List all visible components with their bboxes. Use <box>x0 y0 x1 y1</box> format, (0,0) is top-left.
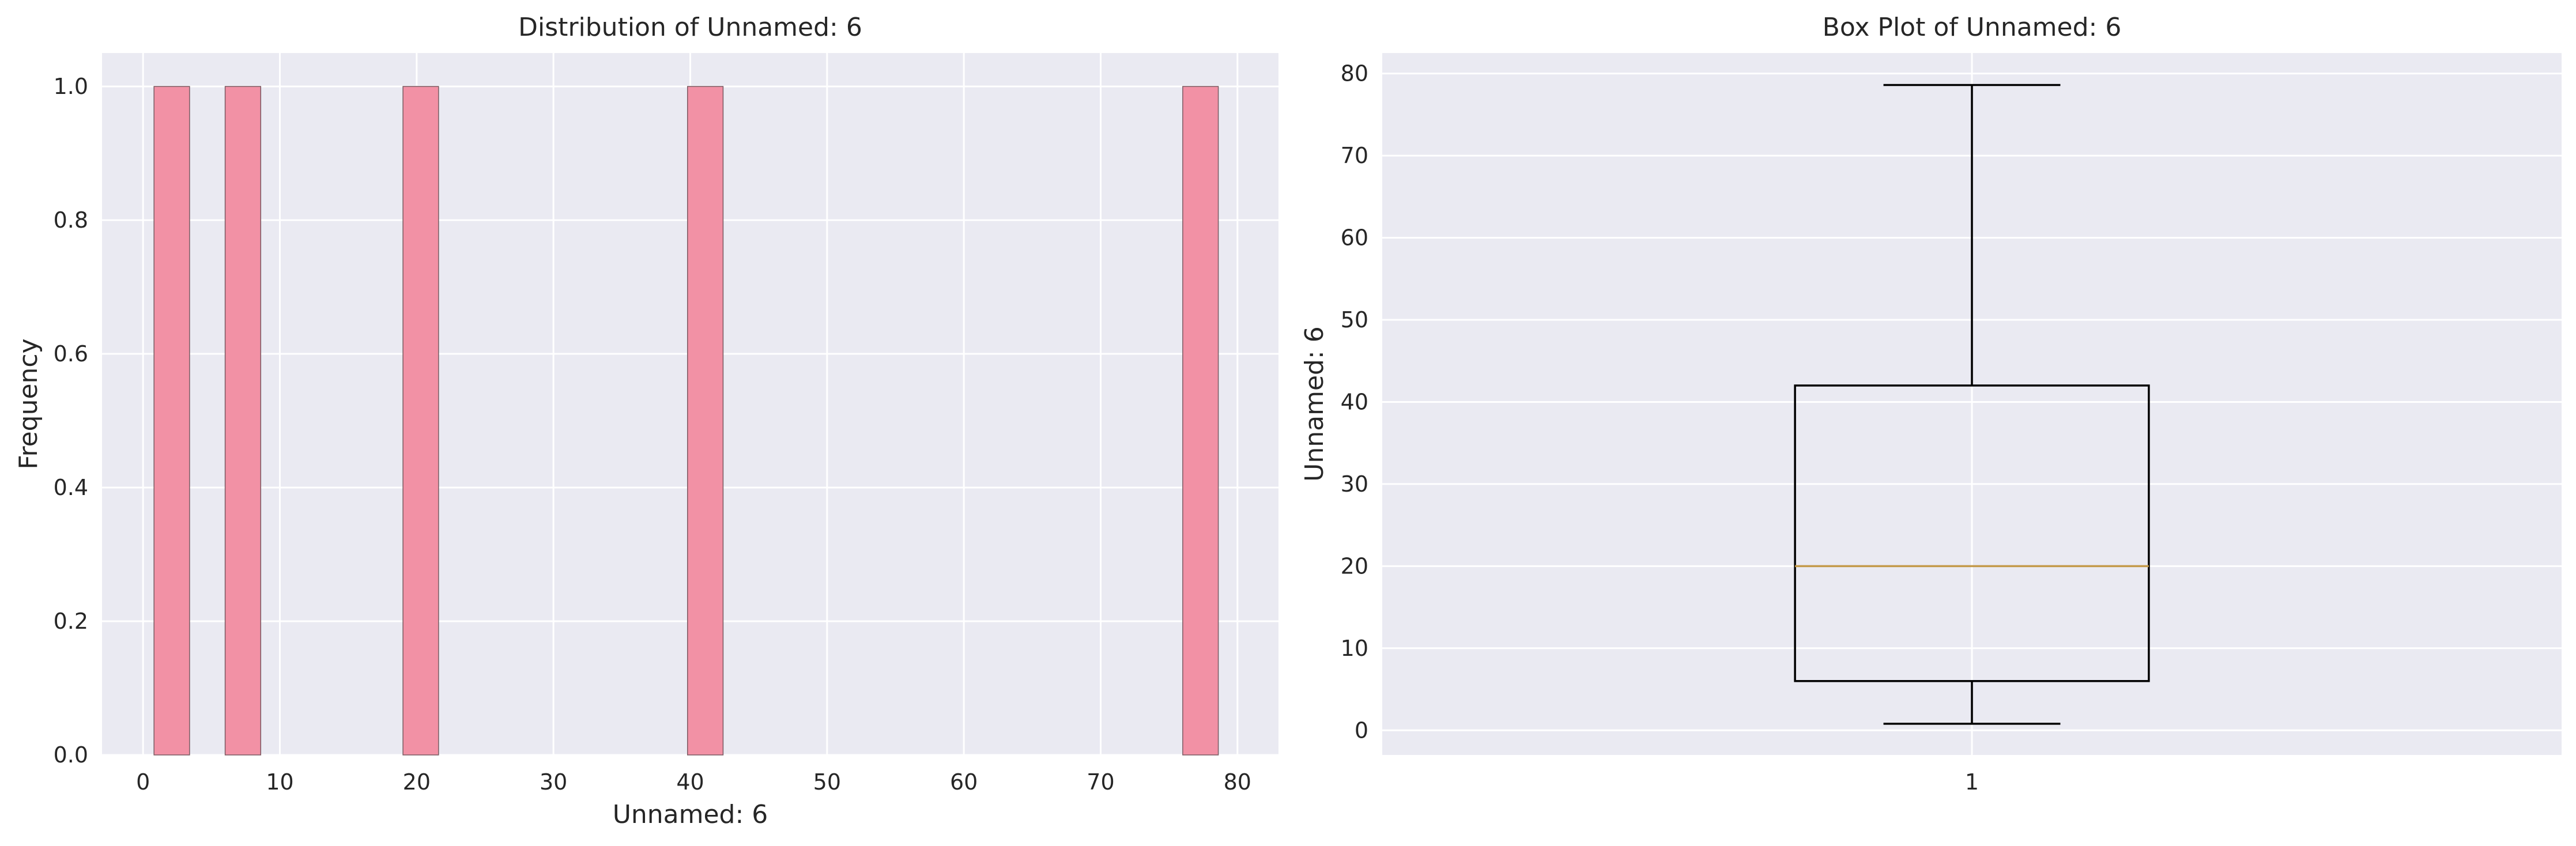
box-plot-y-tick-label: 50 <box>1341 307 1368 333</box>
histogram-x-tick-label: 80 <box>1224 769 1251 795</box>
histogram-y-tick-label: 0.4 <box>54 475 88 500</box>
histogram-y-tick-labels: 0.0 0.2 0.4 0.6 0.8 1.0 <box>54 74 88 768</box>
box-plot-x-tick-labels: 1 <box>1965 769 1979 795</box>
histogram-y-tick-label: 1.0 <box>54 74 88 99</box>
histogram-y-tick-label: 0.8 <box>54 207 88 233</box>
histogram-bar <box>687 86 724 756</box>
box-plot-y-tick-label: 80 <box>1341 61 1368 86</box>
box-plot-x-tick-label: 1 <box>1965 769 1979 795</box>
histogram-y-tick-label: 0.2 <box>54 609 88 634</box>
histogram-bar <box>153 86 190 756</box>
box-plot-y-axis-label: Unnamed: 6 <box>1300 326 1329 482</box>
histogram-x-tick-label: 30 <box>540 769 567 795</box>
histogram-bars <box>153 86 1219 756</box>
histogram-x-tick-label: 60 <box>950 769 978 795</box>
box-plot-marks <box>1794 84 2150 725</box>
box-plot-y-tick-label: 0 <box>1355 717 1368 743</box>
histogram-x-tick-label: 70 <box>1087 769 1114 795</box>
histogram-y-tick-label: 0.0 <box>54 742 88 768</box>
box-plot-y-tick-label: 30 <box>1341 471 1368 497</box>
box-plot-panel: 1 0 10 20 30 40 50 60 70 80 Box Plot of Unnamed:… <box>1300 13 2562 795</box>
box-iqr <box>1794 384 2150 682</box>
box-plot-y-tick-label: 40 <box>1341 389 1368 414</box>
histogram-x-tick-labels: 0 10 20 30 40 50 60 70 80 <box>136 769 1251 795</box>
box-plot-y-tick-labels: 0 10 20 30 40 50 60 70 80 <box>1341 61 1368 743</box>
histogram-x-tick-label: 0 <box>136 769 150 795</box>
box-plot-y-tick-label: 70 <box>1341 143 1368 168</box>
box-plot-y-tick-label: 20 <box>1341 553 1368 579</box>
box-plot-y-tick-label: 60 <box>1341 225 1368 251</box>
histogram-bar <box>402 86 439 756</box>
histogram-y-axis-label: Frequency <box>14 338 43 469</box>
histogram-x-tick-label: 10 <box>266 769 293 795</box>
histogram-x-tick-label: 20 <box>403 769 431 795</box>
box-plot-title: Box Plot of Unnamed: 6 <box>1823 13 2122 42</box>
histogram-bar <box>224 86 262 756</box>
histogram-x-tick-label: 50 <box>813 769 841 795</box>
histogram-x-tick-label: 40 <box>676 769 704 795</box>
histogram-bar <box>1182 86 1219 756</box>
histogram-y-tick-label: 0.6 <box>54 341 88 367</box>
histogram-panel: 0 10 20 30 40 50 60 70 80 0.0 0.2 0.4 0.6 0.8 1.0 Dis… <box>14 13 1278 829</box>
histogram-x-axis-label: Unnamed: 6 <box>613 800 768 829</box>
box-plot-grid <box>1382 53 2562 755</box>
histogram-title: Distribution of Unnamed: 6 <box>518 13 862 42</box>
box-plot-y-tick-label: 10 <box>1341 636 1368 661</box>
